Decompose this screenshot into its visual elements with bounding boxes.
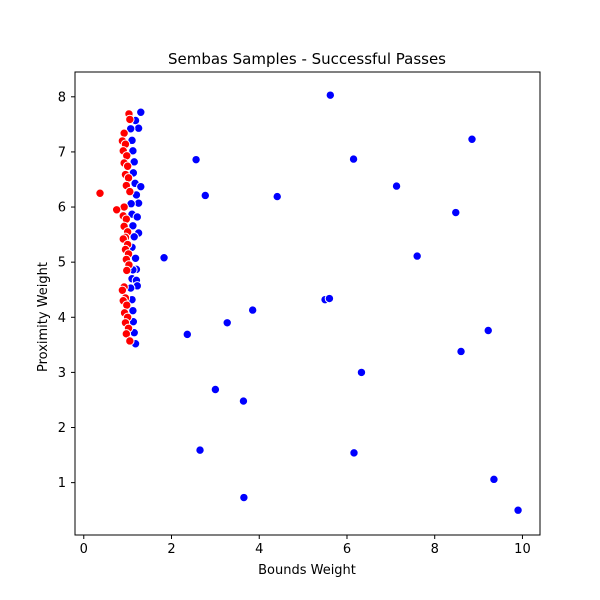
data-point xyxy=(125,336,135,346)
data-point xyxy=(325,90,336,100)
x-tick-label: 4 xyxy=(255,542,263,557)
data-point xyxy=(513,505,523,515)
data-point xyxy=(159,253,169,263)
data-point xyxy=(348,154,359,164)
data-point xyxy=(200,190,210,201)
plot-frame xyxy=(74,71,541,536)
data-point xyxy=(130,253,141,263)
y-tick-label: 1 xyxy=(58,476,66,491)
data-point xyxy=(191,154,201,165)
data-point xyxy=(123,173,134,183)
data-point xyxy=(125,186,135,197)
x-tick-label: 0 xyxy=(80,542,88,557)
data-point xyxy=(111,205,122,215)
data-point xyxy=(451,207,461,218)
data-point xyxy=(182,329,193,340)
data-point xyxy=(324,293,335,304)
data-point xyxy=(119,128,129,138)
data-point xyxy=(122,265,132,276)
y-tick-label: 2 xyxy=(58,421,66,436)
data-point xyxy=(126,124,136,134)
data-point xyxy=(467,134,477,144)
data-point xyxy=(122,300,132,310)
x-axis-label: Bounds Weight xyxy=(258,563,356,578)
data-points-group xyxy=(95,90,523,515)
chart-title: Sembas Samples - Successful Passes xyxy=(168,50,446,68)
data-point xyxy=(239,492,249,503)
y-tick-label: 4 xyxy=(58,311,66,326)
data-point xyxy=(125,114,135,125)
data-point xyxy=(349,448,359,458)
y-tick-label: 3 xyxy=(58,366,66,381)
data-point xyxy=(391,181,402,191)
y-axis-label: Proximity Weight xyxy=(36,262,51,372)
data-point xyxy=(412,251,422,261)
data-point xyxy=(136,181,146,192)
data-point xyxy=(195,445,205,455)
data-point xyxy=(129,157,139,167)
x-tick-label: 2 xyxy=(167,542,175,557)
data-point xyxy=(128,146,138,156)
x-tick-label: 6 xyxy=(343,542,351,557)
data-point xyxy=(117,285,128,295)
y-tick-label: 7 xyxy=(58,145,66,160)
data-point xyxy=(456,346,466,357)
data-point xyxy=(247,305,258,315)
y-tick-label: 8 xyxy=(58,90,66,105)
data-point xyxy=(272,191,282,202)
data-point xyxy=(222,318,232,328)
data-point xyxy=(489,474,499,485)
data-point xyxy=(136,107,146,117)
x-tick-label: 8 xyxy=(431,542,439,557)
data-point xyxy=(483,325,493,336)
y-tick-label: 5 xyxy=(58,256,66,271)
data-point xyxy=(122,161,133,171)
data-point xyxy=(132,212,142,222)
data-point xyxy=(133,123,144,133)
y-tick-label: 6 xyxy=(58,201,66,216)
data-point xyxy=(238,396,249,406)
data-point xyxy=(356,367,367,378)
data-point xyxy=(95,188,105,198)
data-point xyxy=(210,384,221,395)
x-tick-label: 10 xyxy=(514,542,531,557)
